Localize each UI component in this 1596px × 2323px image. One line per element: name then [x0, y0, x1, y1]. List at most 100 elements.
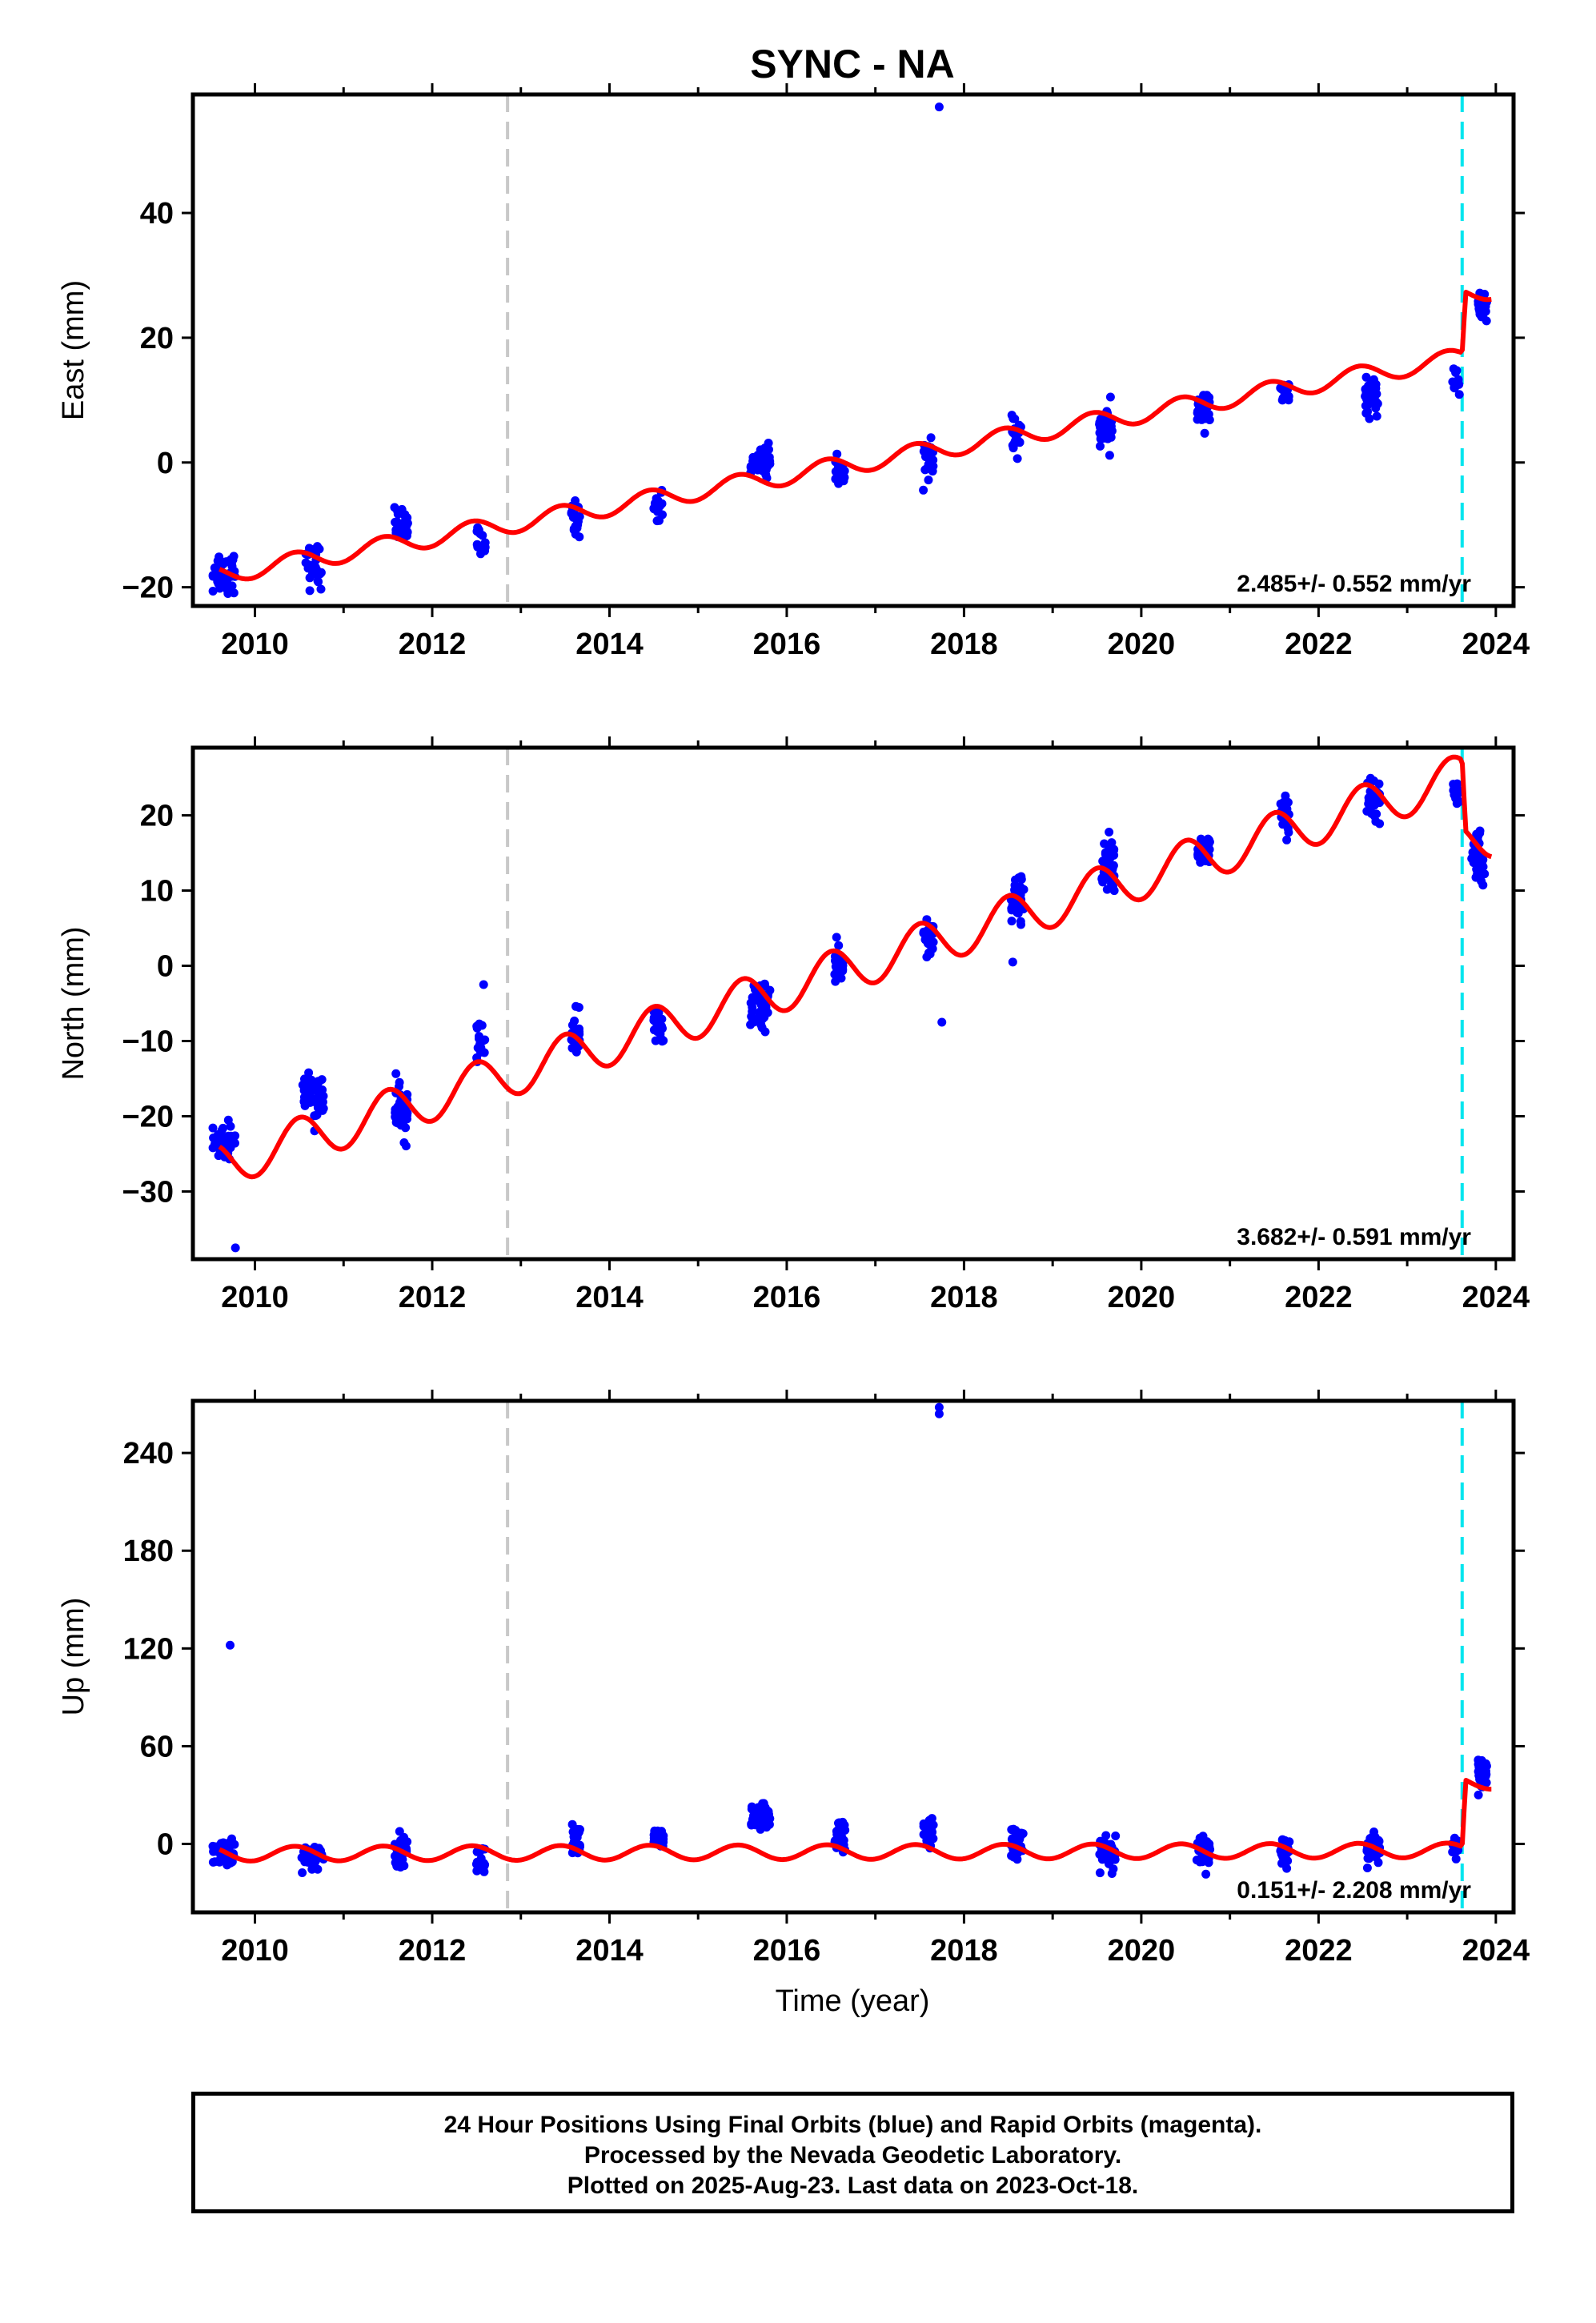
data-point	[567, 1819, 577, 1829]
data-point	[299, 1085, 309, 1095]
data-point	[315, 544, 324, 554]
y-tick-label: 180	[123, 1535, 174, 1568]
rate-label: 0.151+/- 2.208 mm/yr	[1237, 1877, 1471, 1904]
y-tick-label: −20	[122, 1100, 174, 1133]
x-tick-label: 2024	[1462, 1934, 1530, 1968]
data-point	[312, 1110, 322, 1120]
data-point	[922, 953, 932, 961]
data-point	[755, 1009, 764, 1018]
data-point	[305, 586, 315, 596]
y-tick-label: 40	[140, 197, 174, 231]
data-point	[208, 587, 218, 596]
data-point	[837, 471, 847, 480]
data-point	[318, 1085, 327, 1094]
x-tick-label: 2024	[1462, 1281, 1530, 1314]
x-tick-label: 2012	[399, 1934, 467, 1968]
data-point	[571, 529, 580, 539]
data-point	[316, 584, 326, 594]
data-point	[651, 1036, 660, 1045]
panel-1: 2010 2012 2014 2016 2018 2020 2022 2024 −20 0 20 40…	[57, 83, 1530, 661]
data-point	[1361, 391, 1370, 401]
data-point	[760, 1814, 769, 1823]
data-point	[304, 561, 314, 571]
rate-label: 3.682+/- 0.591 mm/yr	[1237, 1224, 1471, 1250]
data-point	[227, 559, 236, 568]
data-point	[390, 503, 399, 512]
data-point	[219, 557, 228, 567]
x-tick-label: 2014	[575, 628, 644, 661]
y-tick-label: 20	[140, 322, 174, 355]
data-point	[1010, 414, 1020, 423]
data-point	[1015, 1830, 1025, 1840]
data-point	[924, 475, 933, 485]
data-point	[928, 1820, 938, 1830]
data-point	[391, 517, 400, 527]
data-point	[211, 1857, 219, 1867]
data-point	[934, 1409, 944, 1418]
data-point	[399, 1861, 409, 1871]
data-point	[314, 1077, 323, 1087]
data-point	[1010, 881, 1020, 890]
y-tick-label: 0	[157, 447, 174, 480]
data-point	[318, 1097, 327, 1107]
data-point	[761, 1002, 771, 1012]
plot-frame	[190, 1398, 1516, 1915]
data-point	[1373, 1858, 1383, 1868]
data-point	[1276, 799, 1285, 808]
data-point	[1278, 1852, 1288, 1861]
x-tick-label: 2012	[399, 628, 467, 661]
data-point	[313, 568, 323, 578]
data-point	[304, 1068, 314, 1077]
data-point	[572, 1832, 582, 1842]
data-point	[760, 979, 769, 989]
data-point	[919, 485, 928, 495]
data-point	[1008, 957, 1017, 967]
x-tick-label: 2012	[399, 1281, 467, 1314]
plot-frame	[190, 745, 1516, 1262]
data-point	[478, 1036, 487, 1045]
data-point	[1199, 408, 1209, 417]
x-tick-label: 2018	[930, 628, 998, 661]
data-point	[1452, 795, 1462, 804]
data-point	[832, 449, 842, 459]
data-point	[1109, 881, 1117, 891]
data-point	[1007, 917, 1017, 926]
y-tick-label: 20	[140, 800, 174, 833]
data-point	[1282, 1864, 1292, 1873]
data-point	[319, 1104, 328, 1113]
rate-label: 2.485+/- 0.552 mm/yr	[1237, 571, 1471, 597]
data-point	[928, 455, 938, 465]
data-point	[567, 1043, 577, 1053]
data-point	[219, 1838, 228, 1848]
data-point	[649, 504, 659, 514]
data-point	[1098, 857, 1108, 866]
data-point	[659, 1036, 668, 1045]
data-point	[652, 495, 661, 505]
data-point	[1282, 835, 1292, 845]
data-point	[395, 1077, 404, 1087]
x-tick-label: 2010	[221, 1281, 289, 1314]
data-point	[831, 962, 840, 971]
data-point	[1193, 415, 1202, 424]
data-point	[209, 1844, 219, 1854]
data-point	[1195, 1857, 1205, 1867]
data-point	[403, 1114, 411, 1124]
plot-frame	[190, 92, 1516, 608]
data-point	[309, 1858, 319, 1868]
data-point	[1370, 797, 1380, 807]
data-point	[399, 1138, 409, 1147]
data-point	[937, 1017, 947, 1027]
chart-title: SYNC - NA	[750, 42, 955, 86]
data-point	[831, 977, 840, 986]
data-point	[305, 573, 315, 583]
data-point	[1200, 428, 1209, 438]
data-point	[840, 1820, 849, 1830]
x-tick-label: 2010	[221, 1934, 289, 1968]
data-point	[474, 525, 483, 535]
y-tick-label: −30	[122, 1175, 174, 1209]
data-point	[1371, 402, 1381, 411]
data-point	[223, 589, 233, 598]
data-point	[391, 1069, 401, 1078]
data-point	[836, 1837, 845, 1847]
data-points	[208, 102, 1491, 598]
